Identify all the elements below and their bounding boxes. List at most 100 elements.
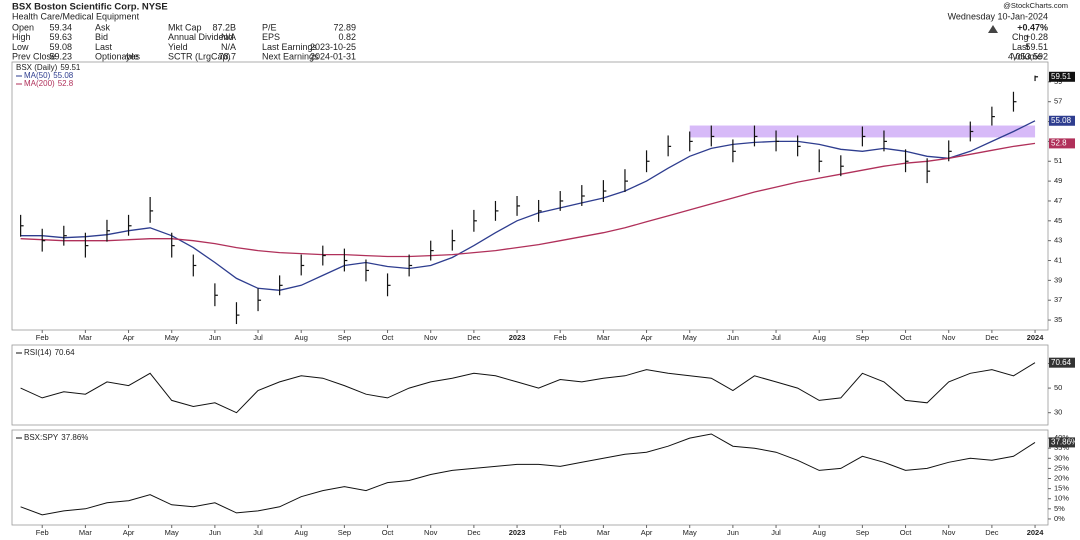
quote-label: Open: [12, 22, 34, 32]
quote-value: 2023-10-25: [310, 42, 356, 52]
value-tag: [1049, 71, 1075, 82]
quote-label: High: [12, 32, 31, 42]
x-tick-label: 2023: [509, 333, 526, 342]
y-tick-label: 50: [1054, 383, 1062, 392]
x-tick-label: Mar: [79, 528, 92, 537]
legend-entry: MA(50) 55.08: [24, 71, 74, 80]
quote-value: +0.28: [1025, 32, 1048, 42]
x-tick-label: Feb: [36, 333, 49, 342]
legend-entry: BSX:SPY 37.86%: [24, 433, 88, 442]
y-tick-label: 30%: [1054, 453, 1069, 462]
legend-name: MA(50): [24, 71, 51, 80]
legend-entry: MA(200) 52.8: [24, 79, 74, 88]
x-tick-label: Oct: [382, 333, 395, 342]
quote-value: N/A: [221, 42, 236, 52]
quote-label: Next Earnings: [262, 51, 319, 61]
legend-value: 52.8: [58, 79, 74, 88]
ticker-title: BSX Boston Scientific Corp. NYSE: [12, 2, 168, 13]
legend-entry: RSI(14) 70.64: [24, 348, 75, 357]
x-tick-label: Aug: [813, 333, 826, 342]
x-tick-label: Jun: [727, 333, 739, 342]
x-tick-label: Jun: [209, 528, 221, 537]
quote-value: 4,053,592: [1008, 51, 1048, 61]
value-tag-label: 55.08: [1051, 116, 1072, 125]
y-tick-label: 0%: [1054, 514, 1065, 523]
quote-value: 59.63: [49, 32, 72, 42]
x-tick-label: Sep: [856, 528, 869, 537]
quote-value: 0.82: [338, 32, 356, 42]
value-tag-label: 37.86%: [1051, 438, 1078, 447]
quote-label: EPS: [262, 32, 280, 42]
x-tick-label: Jun: [727, 528, 739, 537]
x-tick-label: Oct: [900, 528, 913, 537]
x-tick-label: Dec: [985, 333, 999, 342]
x-tick-label: Dec: [985, 528, 999, 537]
value-tag-label: 70.64: [1051, 358, 1072, 367]
x-tick-label: May: [165, 333, 179, 342]
quote-label: Last Earnings: [262, 42, 318, 52]
x-tick-label: Feb: [36, 528, 49, 537]
quote-value: 59.34: [49, 22, 72, 32]
quote-value: 78.7: [218, 51, 236, 61]
quote-label: Prev Close: [12, 51, 56, 61]
y-tick-label: 51: [1054, 156, 1062, 165]
legend-value: 37.86%: [61, 433, 88, 442]
quote-label: Bid: [95, 32, 108, 42]
x-tick-label: Oct: [382, 528, 395, 537]
x-tick-label: Feb: [554, 528, 567, 537]
x-tick-label: May: [683, 333, 697, 342]
legend-name: MA(200): [24, 79, 55, 88]
y-tick-label: 43: [1054, 236, 1062, 245]
legend-entry: BSX (Daily) 59.51: [16, 63, 81, 72]
quote-label: Chg: [1012, 32, 1029, 42]
x-tick-label: Mar: [597, 528, 610, 537]
x-tick-label: Nov: [942, 528, 956, 537]
x-tick-label: Dec: [467, 528, 481, 537]
x-tick-label: Jul: [771, 333, 781, 342]
x-tick-label: Sep: [338, 333, 351, 342]
y-tick-label: 15%: [1054, 484, 1069, 493]
x-tick-label: Apr: [641, 333, 653, 342]
x-tick-label: Sep: [856, 333, 869, 342]
quote-label: Annual Dividend: [168, 32, 234, 42]
x-tick-label: Apr: [123, 333, 135, 342]
quote-label: Yield: [168, 42, 188, 52]
quote-value: N/A: [221, 32, 236, 42]
x-tick-label: Jun: [209, 333, 221, 342]
date: Wednesday 10-Jan-2024: [948, 11, 1048, 21]
quote-label: Low: [12, 42, 29, 52]
x-tick-label: Nov: [942, 333, 956, 342]
legend-value: 59.51: [60, 63, 81, 72]
legend-value: 55.08: [53, 71, 74, 80]
x-tick-label: Oct: [900, 333, 913, 342]
x-tick-label: 2023: [509, 528, 526, 537]
x-tick-label: Mar: [79, 333, 92, 342]
quote-label: Optionable: [95, 51, 139, 61]
legend-name: BSX:SPY: [24, 433, 59, 442]
legend-name: RSI(14): [24, 348, 52, 357]
quote-label: SCTR (LrgCap): [168, 51, 231, 61]
y-tick-label: 10%: [1054, 494, 1069, 503]
x-tick-label: 2024: [1027, 333, 1045, 342]
quote-label: Ask: [95, 22, 111, 32]
legend-value: 70.64: [55, 348, 76, 357]
panel-frame: [11, 429, 1049, 526]
x-tick-label: Nov: [424, 333, 438, 342]
y-tick-label: 20%: [1054, 473, 1069, 482]
moving-average-line: [20, 142, 1036, 258]
indicator-line: [20, 362, 1036, 414]
y-tick-label: 37: [1054, 295, 1062, 304]
legend-name: BSX (Daily): [16, 63, 58, 72]
indicator-line: [20, 433, 1036, 516]
x-tick-label: Aug: [813, 528, 826, 537]
y-tick-label: 45: [1054, 216, 1062, 225]
up-arrow: [988, 25, 998, 33]
x-tick-label: Aug: [295, 333, 308, 342]
quote-value: 2024-01-31: [310, 51, 356, 61]
x-tick-label: Jul: [771, 528, 781, 537]
x-tick-label: Dec: [467, 333, 481, 342]
quote-value: 87.2B: [212, 22, 236, 32]
quote-value: 59.23: [49, 51, 72, 61]
